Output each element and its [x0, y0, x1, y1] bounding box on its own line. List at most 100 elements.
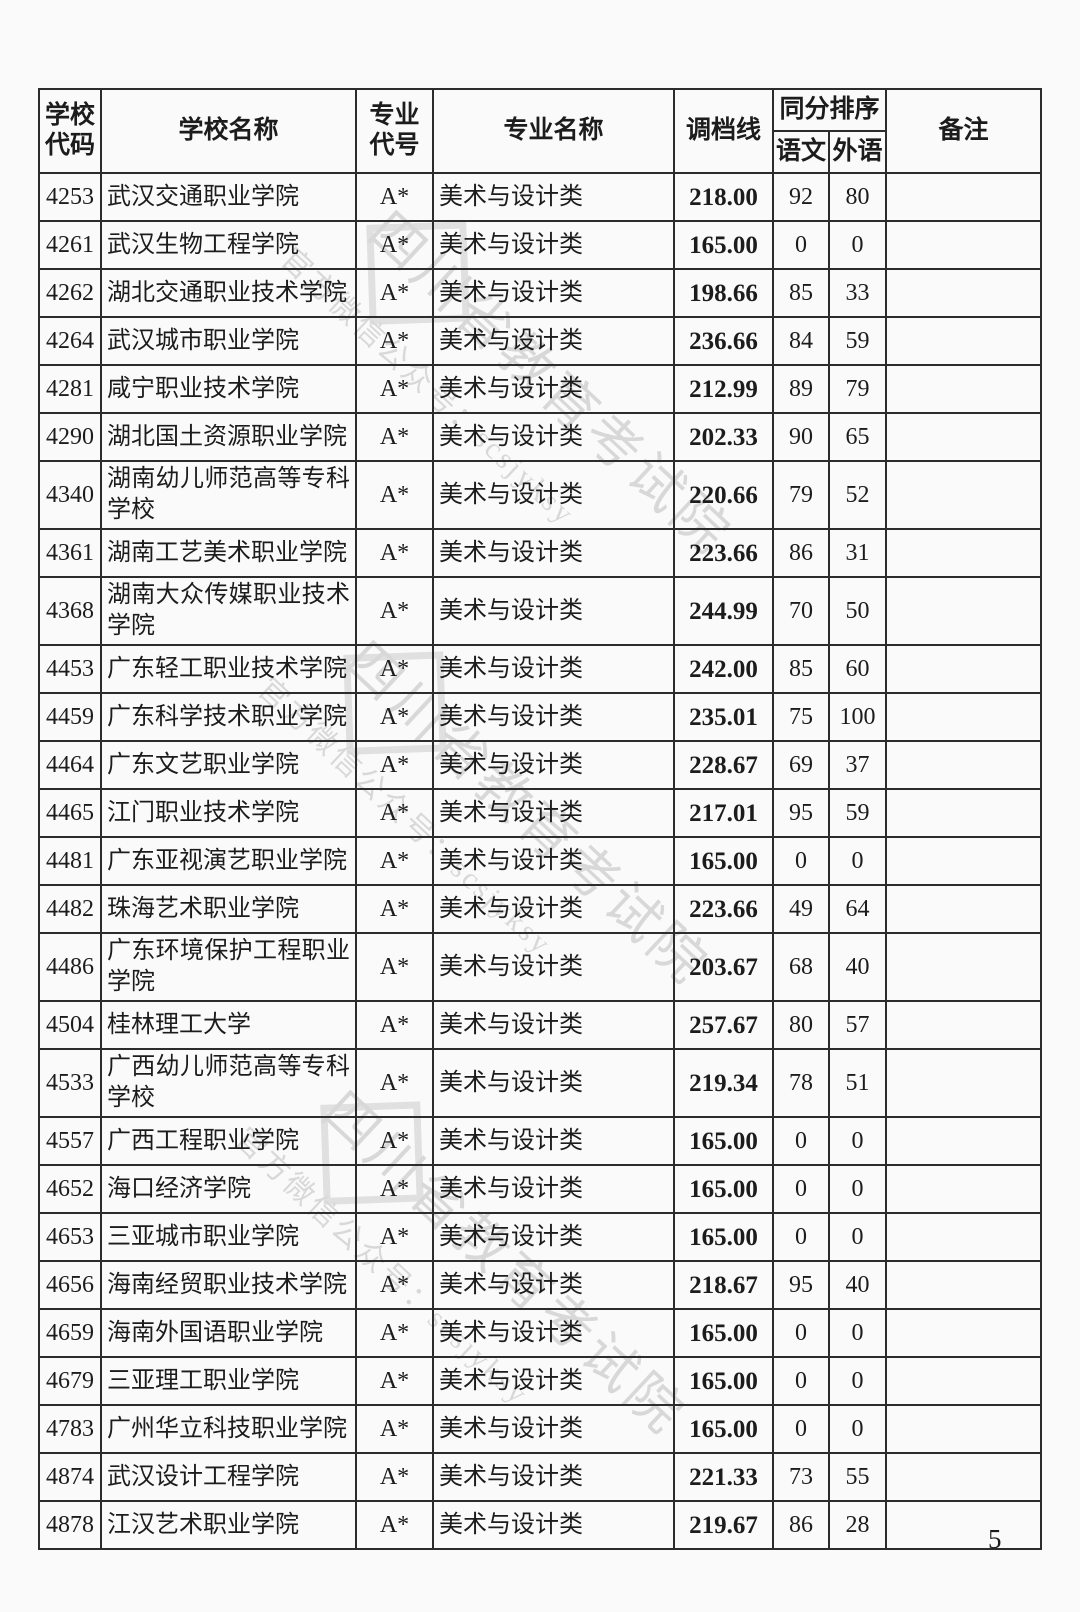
cell-major-name: 美术与设计类	[432, 576, 675, 646]
table-row: 4264 武汉城市职业学院 A* 美术与设计类 236.66 84 59	[38, 316, 1043, 366]
cell-remark	[885, 220, 1043, 270]
cell-remark	[885, 1452, 1043, 1502]
cell-school-name: 广东亚视演艺职业学院	[100, 836, 357, 886]
cell-major-code: A*	[355, 172, 434, 222]
cell-school-code: 4459	[38, 692, 102, 742]
table-row: 4361 湖南工艺美术职业学院 A* 美术与设计类 223.66 86 31	[38, 528, 1043, 578]
cell-school-name: 武汉生物工程学院	[100, 220, 357, 270]
cell-school-code: 4261	[38, 220, 102, 270]
cell-school-code: 4486	[38, 932, 102, 1002]
cell-school-name: 广东文艺职业学院	[100, 740, 357, 790]
table-row: 4459 广东科学技术职业学院 A* 美术与设计类 235.01 75 100	[38, 692, 1043, 742]
cell-major-name: 美术与设计类	[432, 740, 675, 790]
cell-foreign-rank: 100	[827, 692, 888, 742]
cell-school-code: 4368	[38, 576, 102, 646]
table-row: 4783 广州华立科技职业学院 A* 美术与设计类 165.00 0 0	[38, 1404, 1043, 1454]
cell-foreign-rank: 50	[827, 576, 888, 646]
cell-foreign-rank: 80	[827, 172, 888, 222]
cell-score-line: 217.01	[673, 788, 774, 838]
cell-chinese-rank: 95	[772, 1260, 830, 1310]
cell-chinese-rank: 84	[772, 316, 830, 366]
cell-score-line: 198.66	[673, 268, 774, 318]
cell-school-code: 4361	[38, 528, 102, 578]
cell-major-name: 美术与设计类	[432, 172, 675, 222]
cell-remark	[885, 644, 1043, 694]
cell-school-code: 4504	[38, 1000, 102, 1050]
cell-foreign-rank: 40	[827, 932, 888, 1002]
cell-chinese-rank: 0	[772, 220, 830, 270]
cell-major-code: A*	[355, 644, 434, 694]
cell-score-line: 165.00	[673, 220, 774, 270]
cell-foreign-rank: 60	[827, 644, 888, 694]
cell-chinese-rank: 89	[772, 364, 830, 414]
cell-major-name: 美术与设计类	[432, 836, 675, 886]
cell-major-code: A*	[355, 1452, 434, 1502]
cell-major-code: A*	[355, 740, 434, 790]
cell-foreign-rank: 0	[827, 1212, 888, 1262]
cell-major-code: A*	[355, 316, 434, 366]
table-row: 4368 湖南大众传媒职业技术学院 A* 美术与设计类 244.99 70 50	[38, 576, 1043, 646]
cell-school-name: 湖南工艺美术职业学院	[100, 528, 357, 578]
cell-school-code: 4290	[38, 412, 102, 462]
cell-major-code: A*	[355, 1404, 434, 1454]
cell-school-name: 江门职业技术学院	[100, 788, 357, 838]
cell-remark	[885, 1356, 1043, 1406]
cell-score-line: 242.00	[673, 644, 774, 694]
cell-major-name: 美术与设计类	[432, 1000, 675, 1050]
table-row: 4482 珠海艺术职业学院 A* 美术与设计类 223.66 49 64	[38, 884, 1043, 934]
cell-school-name: 广西幼儿师范高等专科学校	[100, 1048, 357, 1118]
page-number: 5	[988, 1524, 1002, 1554]
table-row: 4557 广西工程职业学院 A* 美术与设计类 165.00 0 0	[38, 1116, 1043, 1166]
cell-school-name: 武汉城市职业学院	[100, 316, 357, 366]
cell-score-line: 257.67	[673, 1000, 774, 1050]
cell-major-code: A*	[355, 884, 434, 934]
cell-major-code: A*	[355, 576, 434, 646]
cell-score-line: 220.66	[673, 460, 774, 530]
cell-school-name: 桂林理工大学	[100, 1000, 357, 1050]
cell-major-name: 美术与设计类	[432, 884, 675, 934]
table-row: 4653 三亚城市职业学院 A* 美术与设计类 165.00 0 0	[38, 1212, 1043, 1262]
cell-chinese-rank: 79	[772, 460, 830, 530]
cell-school-name: 广东科学技术职业学院	[100, 692, 357, 742]
cell-chinese-rank: 70	[772, 576, 830, 646]
cell-chinese-rank: 85	[772, 268, 830, 318]
cell-foreign-rank: 33	[827, 268, 888, 318]
cell-remark	[885, 1000, 1043, 1050]
cell-major-code: A*	[355, 1308, 434, 1358]
cell-school-code: 4783	[38, 1404, 102, 1454]
table-row: 4340 湖南幼儿师范高等专科学校 A* 美术与设计类 220.66 79 52	[38, 460, 1043, 530]
cell-remark	[885, 172, 1043, 222]
cell-foreign-rank: 28	[827, 1500, 888, 1550]
cell-major-name: 美术与设计类	[432, 932, 675, 1002]
cell-school-name: 广西工程职业学院	[100, 1116, 357, 1166]
cell-school-code: 4653	[38, 1212, 102, 1262]
cell-major-name: 美术与设计类	[432, 1404, 675, 1454]
cell-school-code: 4652	[38, 1164, 102, 1214]
cell-remark	[885, 1308, 1043, 1358]
cell-remark	[885, 1260, 1043, 1310]
cell-score-line: 223.66	[673, 884, 774, 934]
cell-score-line: 165.00	[673, 1212, 774, 1262]
table-row: 4486 广东环境保护工程职业学院 A* 美术与设计类 203.67 68 40	[38, 932, 1043, 1002]
cell-score-line: 165.00	[673, 1356, 774, 1406]
cell-score-line: 218.00	[673, 172, 774, 222]
cell-school-name: 三亚理工职业学院	[100, 1356, 357, 1406]
cell-chinese-rank: 85	[772, 644, 830, 694]
cell-remark	[885, 836, 1043, 886]
cell-school-name: 海南经贸职业技术学院	[100, 1260, 357, 1310]
cell-chinese-rank: 92	[772, 172, 830, 222]
cell-major-name: 美术与设计类	[432, 364, 675, 414]
cell-chinese-rank: 0	[772, 1212, 830, 1262]
cell-school-code: 4262	[38, 268, 102, 318]
table-row: 4465 江门职业技术学院 A* 美术与设计类 217.01 95 59	[38, 788, 1043, 838]
cell-school-name: 湖北国土资源职业学院	[100, 412, 357, 462]
cell-foreign-rank: 31	[827, 528, 888, 578]
cell-major-name: 美术与设计类	[432, 1308, 675, 1358]
cell-major-name: 美术与设计类	[432, 412, 675, 462]
cell-foreign-rank: 0	[827, 1308, 888, 1358]
cell-remark	[885, 740, 1043, 790]
cell-chinese-rank: 0	[772, 1404, 830, 1454]
cell-foreign-rank: 0	[827, 1404, 888, 1454]
cell-major-code: A*	[355, 1116, 434, 1166]
cell-major-code: A*	[355, 412, 434, 462]
